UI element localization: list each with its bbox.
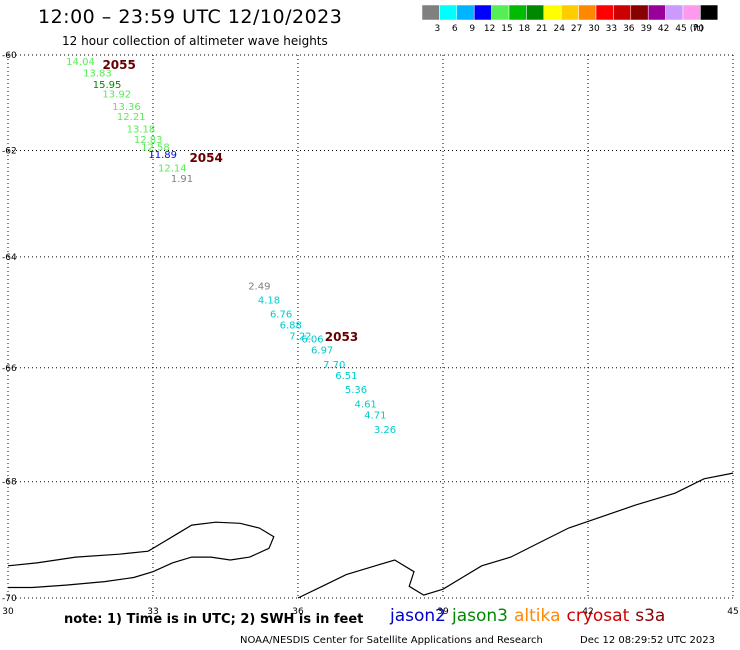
wave-height-label: 6.76 <box>270 309 292 320</box>
wave-height-label: 13.36 <box>112 102 141 113</box>
pass-time-label: 2054 <box>189 151 222 165</box>
lon-tick-label: 33 <box>147 607 158 617</box>
wave-height-label: 6.97 <box>311 346 333 357</box>
lon-tick-label: 42 <box>582 607 593 617</box>
wave-height-label: 12.14 <box>158 163 187 174</box>
legend-tick-label: 15 <box>501 24 512 34</box>
lat-tick-label: -64 <box>2 253 17 263</box>
wave-height-label: 12.83 <box>134 135 163 146</box>
legend-tick-label: 18 <box>519 24 531 34</box>
wave-height-label: 6.51 <box>335 371 357 382</box>
satellite-name: cryosat <box>566 606 630 626</box>
legend-tick-label: 9 <box>469 24 475 34</box>
credit-line: NOAA/NESDIS Center for Satellite Applica… <box>240 635 543 646</box>
lon-tick-label: 30 <box>2 607 14 617</box>
wave-height-label: 15.95 <box>93 80 122 91</box>
wave-height-label: 7.70 <box>323 360 345 371</box>
lon-tick-label: 36 <box>292 607 304 617</box>
wave-height-label: 1.91 <box>171 174 193 185</box>
lat-tick-label: -68 <box>2 478 17 488</box>
antarctic-coastline <box>7 472 734 599</box>
legend-tick-label: 3 <box>435 24 441 34</box>
legend-tick-label: 21 <box>536 24 547 34</box>
legend-tick-label: 33 <box>606 24 617 34</box>
wave-height-label: 12.58 <box>141 142 170 153</box>
lat-tick-label: -62 <box>2 146 17 156</box>
wave-height-label: 13.92 <box>102 90 131 101</box>
satellite-name: s3a <box>635 606 666 626</box>
legend-tick-label: 39 <box>640 24 652 34</box>
coastline-east <box>297 472 734 599</box>
lon-tick-label: 39 <box>437 607 449 617</box>
footnote: note: 1) Time is in UTC; 2) SWH is in fe… <box>64 612 364 627</box>
lat-tick-label: -66 <box>2 364 17 374</box>
wave-height-label: 6.88 <box>280 321 302 332</box>
wave-height-label: 14.04 <box>66 57 95 68</box>
legend-tick-label: 30 <box>588 24 600 34</box>
pass-time-label: 2053 <box>325 330 358 344</box>
wave-height-label: 4.71 <box>364 411 386 422</box>
legend-tick-label: 27 <box>571 24 582 34</box>
lat-lon-grid <box>7 54 734 599</box>
pass-time-label: 2055 <box>102 58 135 72</box>
map-subtitle: 12 hour collection of altimeter wave hei… <box>62 34 328 48</box>
generated-timestamp: Dec 12 08:29:52 UTC 2023 <box>580 635 715 646</box>
wave-height-label: 12.21 <box>117 112 146 123</box>
wave-height-label: 4.18 <box>258 296 280 307</box>
legend-units: (ft) <box>690 24 704 34</box>
legend-tick-label: 70 <box>693 24 705 34</box>
wave-height-label: 2.49 <box>248 282 270 293</box>
satellite-name: jason2 <box>390 606 446 626</box>
wave-height-label: 13.83 <box>83 68 112 79</box>
legend-swatch <box>700 4 719 21</box>
legend-tick-label: 12 <box>484 24 495 34</box>
legend-tick-label: 6 <box>452 24 458 34</box>
lon-tick-label: 45 <box>727 607 738 617</box>
wave-height-legend: 3 6 9 12 15 18 21 24 27 30 33 36 39 42 45 70(ft) <box>421 4 719 34</box>
coastline-west <box>7 521 275 589</box>
satellite-name: altika <box>514 606 561 626</box>
legend-tick-label: 24 <box>553 24 565 34</box>
lat-tick-label: -70 <box>2 594 17 604</box>
map-title: 12:00 – 23:59 UTC 12/10/2023 <box>38 6 343 28</box>
wave-height-label: 4.61 <box>355 399 377 410</box>
wave-height-label: 13.18 <box>127 125 156 136</box>
wave-height-label: 7.22 <box>289 332 311 343</box>
wave-height-label: 6.06 <box>301 334 323 345</box>
satellite-name: jason3 <box>452 606 508 626</box>
satellite-key: jason2 jason3 altika cryosat s3a <box>390 606 671 626</box>
legend-tick-label: 36 <box>623 24 635 34</box>
axis-ticks: 30 33 36 39 42 45 -60 -62 -64 -66 -68 -70 <box>2 51 739 617</box>
legend-tick-label: 45 <box>675 24 686 34</box>
legend-tick-label: 42 <box>658 24 669 34</box>
lat-tick-label: -60 <box>2 51 17 61</box>
wave-height-label: 11.89 <box>148 150 177 161</box>
wave-height-label: 3.26 <box>374 425 396 436</box>
wave-height-label: 5.36 <box>345 385 367 396</box>
